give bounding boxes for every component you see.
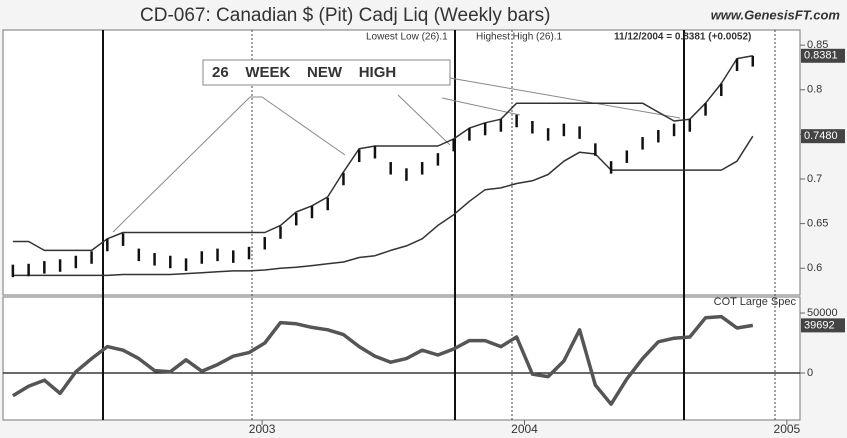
readout: 11/12/2004 = 0.8381 (+0.0052) [614,32,751,43]
channel-line [12,135,754,277]
leader [112,96,251,233]
year-lines [251,30,776,420]
channel-line [12,55,753,252]
y-tick-label: 0.6 [807,262,822,274]
y-tick-label: 0.8 [807,84,822,96]
value-marker-label: 0.7480 [804,130,838,142]
legend-entry: Lowest Low (26).1 [366,32,448,43]
legend-entry: Highest High (26).1 [476,32,563,43]
leader [261,96,346,156]
panel-label: COT Large Spec [714,296,797,308]
annotation: 26 WEEK NEW HIGH [212,64,396,81]
x-tick-label: 2003 [249,422,276,436]
value-marker-label: 39692 [804,319,835,331]
value-marker [801,129,845,144]
y-tick-label: 0.7 [807,173,822,185]
y-tick-label: 0.65 [807,218,828,230]
value-marker [801,318,845,333]
source: www.GenesisFT.com [711,7,841,22]
leader [449,77,681,119]
y-tick-label: 50000 [807,307,838,319]
value-marker-label: 0.8381 [804,50,838,62]
chart-title: CD-067: Canadian $ (Pit) Cadj Liq (Weekl… [140,5,550,26]
y-tick-label: 0.85 [807,39,828,51]
cot-line [11,314,754,406]
value-marker [801,48,845,63]
period-lines [102,30,685,420]
x-tick-label: 2005 [774,422,801,436]
leader [397,94,451,146]
annotation-box [202,59,451,86]
x-tick-label: 2004 [511,422,538,436]
y-tick-label: 0 [807,367,813,379]
